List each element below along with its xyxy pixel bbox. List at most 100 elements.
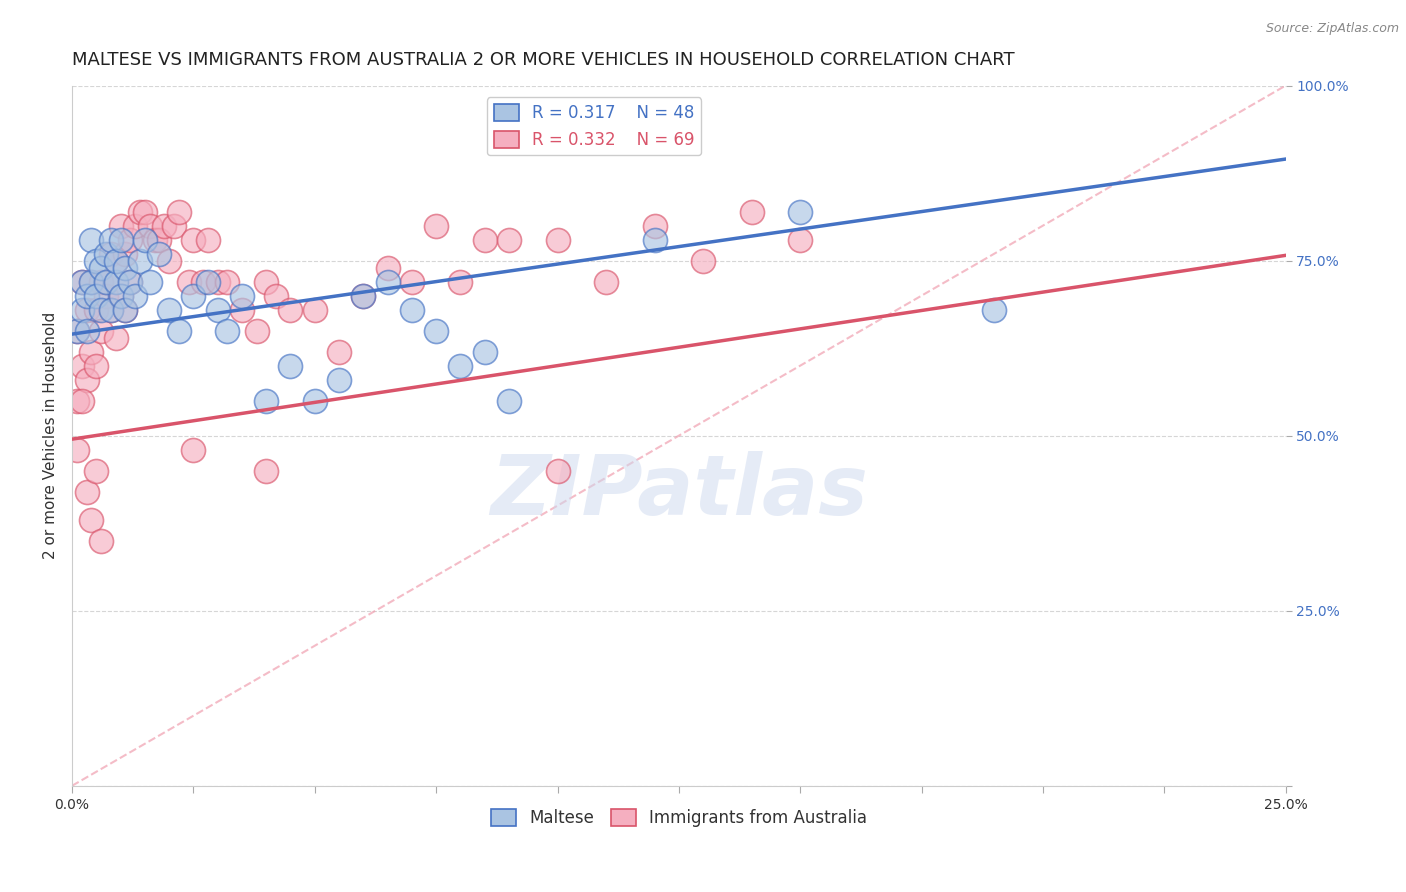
Point [120, 275, 142, 289]
Point [70, 359, 93, 373]
Point [157, 302, 180, 317]
Point [110, 233, 132, 247]
Point [498, 233, 520, 247]
Point [80, 275, 103, 289]
Point [245, 324, 267, 338]
Point [197, 233, 219, 247]
Point [377, 260, 399, 275]
Point [449, 359, 471, 373]
Point [157, 253, 180, 268]
Point [280, 359, 302, 373]
Point [474, 233, 496, 247]
Point [148, 233, 170, 247]
Point [114, 302, 136, 317]
Point [231, 302, 253, 317]
Point [153, 219, 176, 233]
Point [94, 275, 117, 289]
Point [207, 275, 229, 289]
Point [377, 275, 399, 289]
Point [120, 233, 142, 247]
Point [207, 302, 229, 317]
Point [90, 260, 112, 275]
Point [401, 275, 423, 289]
Point [254, 275, 277, 289]
Point [90, 533, 112, 548]
Point [789, 233, 811, 247]
Point [129, 204, 152, 219]
Point [789, 204, 811, 219]
Point [90, 324, 112, 338]
Point [183, 288, 205, 302]
Point [138, 275, 160, 289]
Point [80, 513, 103, 527]
Point [741, 204, 763, 219]
Point [217, 324, 239, 338]
Point [70, 275, 93, 289]
Point [163, 219, 186, 233]
Point [76, 324, 98, 338]
Point [104, 275, 127, 289]
Point [66, 324, 89, 338]
Point [167, 324, 190, 338]
Text: Source: ZipAtlas.com: Source: ZipAtlas.com [1265, 22, 1399, 36]
Point [183, 442, 205, 457]
Point [254, 393, 277, 408]
Point [254, 464, 277, 478]
Point [100, 233, 122, 247]
Point [474, 344, 496, 359]
Point [84, 302, 107, 317]
Point [129, 253, 152, 268]
Point [66, 393, 89, 408]
Point [114, 260, 136, 275]
Point [692, 253, 714, 268]
Point [84, 288, 107, 302]
Point [120, 275, 142, 289]
Point [644, 233, 666, 247]
Point [76, 484, 98, 499]
Point [280, 302, 302, 317]
Point [401, 302, 423, 317]
Point [100, 302, 122, 317]
Point [66, 324, 89, 338]
Point [90, 302, 112, 317]
Point [76, 302, 98, 317]
Point [328, 344, 350, 359]
Point [143, 233, 166, 247]
Point [114, 246, 136, 260]
Point [84, 464, 107, 478]
Point [264, 288, 287, 302]
Point [425, 324, 447, 338]
Point [352, 288, 374, 302]
Point [110, 288, 132, 302]
Point [94, 275, 117, 289]
Point [134, 233, 156, 247]
Point [983, 302, 1005, 317]
Point [197, 275, 219, 289]
Point [80, 233, 103, 247]
Point [104, 253, 127, 268]
Point [100, 246, 122, 260]
Point [124, 288, 146, 302]
Point [498, 393, 520, 408]
Point [84, 359, 107, 373]
Point [124, 219, 146, 233]
Point [148, 246, 170, 260]
Point [80, 344, 103, 359]
Point [231, 288, 253, 302]
Point [110, 288, 132, 302]
Point [352, 288, 374, 302]
Legend: Maltese, Immigrants from Australia: Maltese, Immigrants from Australia [484, 802, 873, 833]
Point [177, 275, 200, 289]
Point [217, 275, 239, 289]
Point [167, 204, 190, 219]
Point [100, 302, 122, 317]
Point [191, 275, 214, 289]
Point [70, 393, 93, 408]
Point [304, 393, 326, 408]
Point [134, 204, 156, 219]
Point [104, 253, 127, 268]
Point [183, 233, 205, 247]
Text: MALTESE VS IMMIGRANTS FROM AUSTRALIA 2 OR MORE VEHICLES IN HOUSEHOLD CORRELATION: MALTESE VS IMMIGRANTS FROM AUSTRALIA 2 O… [72, 51, 1015, 69]
Point [644, 219, 666, 233]
Point [94, 246, 117, 260]
